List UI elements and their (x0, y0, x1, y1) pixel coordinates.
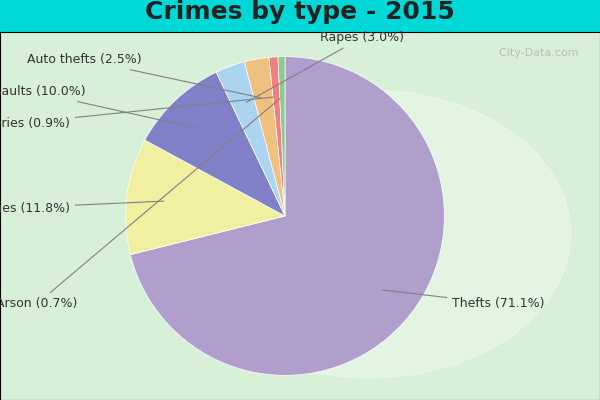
Text: Burglaries (11.8%): Burglaries (11.8%) (0, 201, 164, 214)
Wedge shape (145, 72, 285, 216)
Text: City-Data.com: City-Data.com (492, 48, 578, 58)
Text: Assaults (10.0%): Assaults (10.0%) (0, 85, 200, 129)
Wedge shape (130, 57, 445, 375)
Text: Rapes (3.0%): Rapes (3.0%) (246, 31, 404, 102)
Text: Arson (0.7%): Arson (0.7%) (0, 98, 280, 310)
Wedge shape (125, 140, 285, 255)
Wedge shape (269, 57, 285, 216)
Wedge shape (244, 58, 285, 216)
Wedge shape (278, 57, 285, 216)
Text: Auto thefts (2.5%): Auto thefts (2.5%) (27, 53, 261, 98)
Text: Thefts (71.1%): Thefts (71.1%) (382, 290, 545, 310)
Wedge shape (216, 62, 285, 216)
Ellipse shape (167, 90, 571, 378)
Text: Robberies (0.9%): Robberies (0.9%) (0, 97, 274, 130)
Text: Crimes by type - 2015: Crimes by type - 2015 (145, 0, 455, 24)
